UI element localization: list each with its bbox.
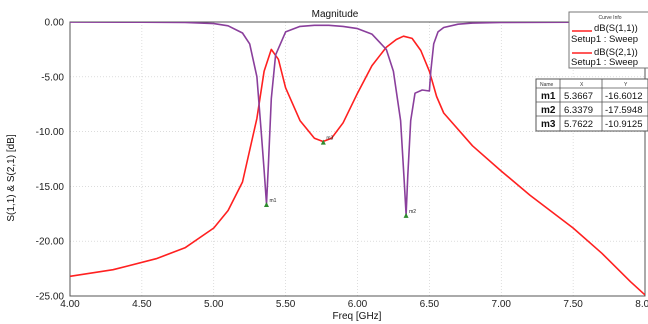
chart-title: Magnitude	[312, 9, 359, 20]
x-tick-label: 7.50	[563, 299, 583, 310]
series-line-s21	[70, 22, 645, 216]
marker-label-m3: m3	[326, 136, 333, 142]
markers: m1 m2 m3	[263, 136, 416, 218]
table-row-m3-x: 5.7622	[564, 119, 593, 130]
legend-entry-s11: dB(S(1,1))	[594, 23, 638, 34]
y-tick-label: -15.00	[36, 182, 65, 193]
table-header-y: Y	[624, 82, 628, 88]
table-row-m2-x: 6.3379	[564, 105, 593, 116]
y-tick-label: -25.00	[36, 292, 65, 303]
legend-sub-s21: Setup1 : Sweep	[571, 57, 638, 68]
x-tick-label: 5.50	[276, 299, 296, 310]
marker-m3[interactable]	[320, 139, 326, 145]
y-axis-label: S(1,1) & S(2,1) [dB]	[6, 134, 17, 221]
y-tick-label: -10.00	[36, 127, 65, 138]
x-tick-label: 4.50	[132, 299, 152, 310]
table-header-name: Name	[540, 82, 554, 88]
table-row-m1-y: -16.6012	[605, 91, 643, 102]
marker-label-m2: m2	[409, 209, 416, 215]
legend-sub-s11: Setup1 : Sweep	[571, 34, 638, 45]
table-row-m1-x: 5.3667	[564, 91, 593, 102]
marker-table[interactable]: Name X Y m1 5.3667 -16.6012 m2 6.3379 -1…	[535, 78, 648, 132]
x-tick-label: 4.00	[60, 299, 80, 310]
x-axis-label: Freq [GHz]	[333, 311, 382, 322]
x-tick-label: 6.50	[420, 299, 440, 310]
x-tick-label: 5.00	[204, 299, 224, 310]
table-row-m2-name: m2	[541, 105, 556, 116]
y-tick-label: -20.00	[36, 237, 65, 248]
table-row-m1-name: m1	[541, 91, 556, 102]
y-tick-label: 0.00	[45, 18, 65, 29]
table-header-x: X	[580, 82, 584, 88]
table-row-m3-name: m3	[541, 119, 556, 130]
legend-box	[568, 11, 648, 69]
x-tick-label: 7.00	[492, 299, 512, 310]
marker-m2[interactable]	[403, 212, 409, 218]
legend[interactable]: Curve Info dB(S(1,1)) Setup1 : Sweep dB(…	[568, 11, 648, 69]
marker-m1[interactable]	[263, 201, 269, 207]
y-tick-label: -5.00	[41, 72, 64, 83]
table-row-m2-y: -17.5948	[605, 105, 643, 116]
x-tick-label: 8.00	[635, 299, 648, 310]
series-line-s11	[70, 35, 645, 296]
plot-frame	[69, 21, 646, 297]
table-row-m3-y: -10.9125	[605, 119, 643, 130]
legend-title: Curve Info	[598, 15, 621, 21]
marker-label-m1: m1	[269, 198, 276, 204]
axis-ticks: 4.00 4.50 5.00 5.50 6.00 6.50 7.00 7.50 8.00 0.00…	[36, 18, 648, 311]
x-tick-label: 6.00	[348, 299, 368, 310]
legend-entry-s21: dB(S(2,1))	[594, 47, 638, 58]
series-lines	[70, 22, 645, 296]
